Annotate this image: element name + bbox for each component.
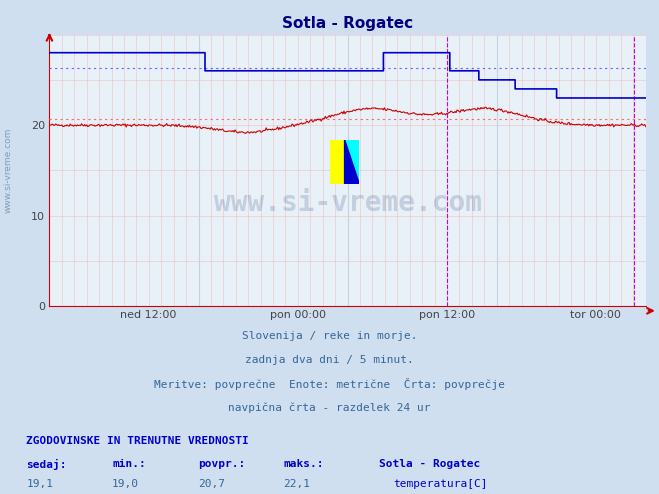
Text: povpr.:: povpr.: — [198, 459, 245, 469]
Text: www.si-vreme.com: www.si-vreme.com — [3, 128, 13, 213]
Text: Meritve: povprečne  Enote: metrične  Črta: povprečje: Meritve: povprečne Enote: metrične Črta:… — [154, 378, 505, 390]
Text: temperatura[C]: temperatura[C] — [393, 479, 488, 489]
Polygon shape — [345, 140, 359, 184]
Text: 20,7: 20,7 — [198, 479, 225, 489]
Text: 22,1: 22,1 — [283, 479, 310, 489]
Text: Sotla - Rogatec: Sotla - Rogatec — [379, 459, 480, 469]
Text: 19,1: 19,1 — [26, 479, 53, 489]
Text: www.si-vreme.com: www.si-vreme.com — [214, 189, 482, 217]
Text: navpična črta - razdelek 24 ur: navpična črta - razdelek 24 ur — [228, 402, 431, 412]
Text: maks.:: maks.: — [283, 459, 324, 469]
Title: Sotla - Rogatec: Sotla - Rogatec — [282, 16, 413, 31]
Polygon shape — [345, 140, 359, 184]
Text: Slovenija / reke in morje.: Slovenija / reke in morje. — [242, 331, 417, 341]
Text: min.:: min.: — [112, 459, 146, 469]
Text: sedaj:: sedaj: — [26, 459, 67, 470]
Text: zadnja dva dni / 5 minut.: zadnja dva dni / 5 minut. — [245, 355, 414, 365]
Text: ZGODOVINSKE IN TRENUTNE VREDNOSTI: ZGODOVINSKE IN TRENUTNE VREDNOSTI — [26, 436, 249, 446]
Text: 19,0: 19,0 — [112, 479, 139, 489]
